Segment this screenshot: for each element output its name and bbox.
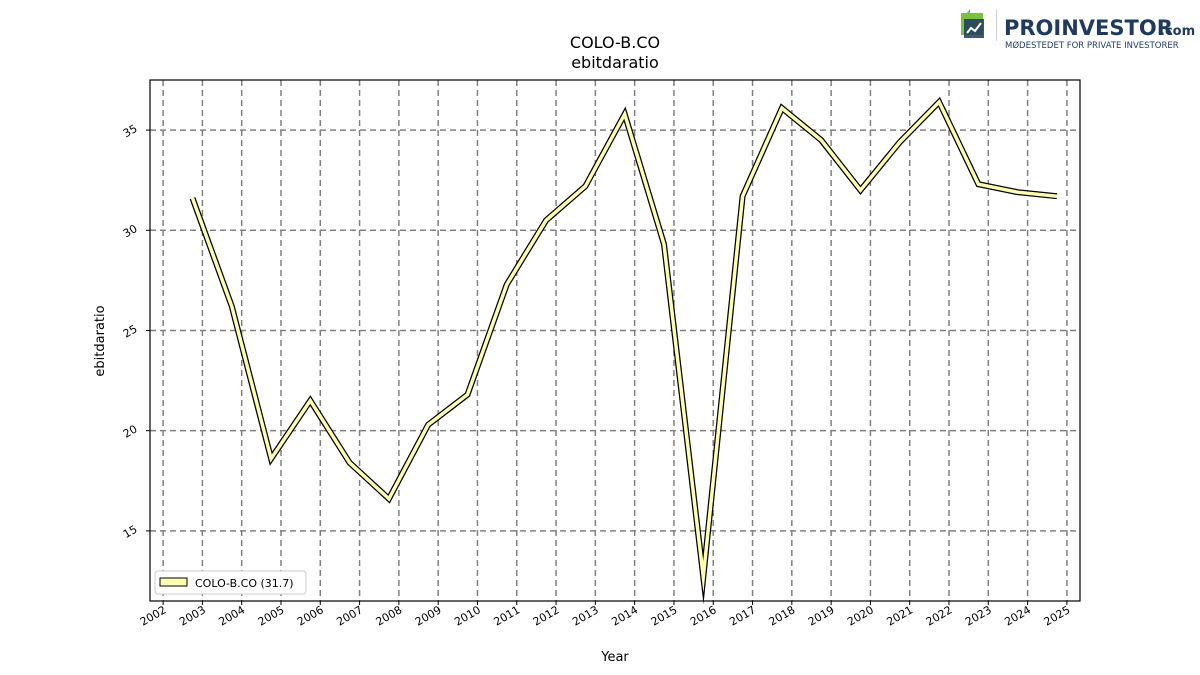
x-tick-label: 2012 <box>531 603 562 628</box>
series-line <box>190 98 1058 593</box>
logo-tagline: MØDESTEDET FOR PRIVATE INVESTORER <box>1005 40 1179 51</box>
x-tick-label: 2018 <box>767 603 798 628</box>
chart-logo-icon <box>961 9 997 41</box>
y-tick-label: 35 <box>121 122 140 140</box>
legend-swatch <box>159 577 188 587</box>
x-tick-label: 2025 <box>1042 603 1073 628</box>
series-lines <box>189 96 1058 605</box>
x-tick-label: 2007 <box>334 603 365 628</box>
x-tick-label: 2009 <box>413 603 444 628</box>
y-tick-label: 15 <box>121 523 140 541</box>
x-tick-label: 2010 <box>452 603 483 628</box>
x-tick-label: 2008 <box>374 603 405 628</box>
x-tick-label: 2003 <box>177 603 208 628</box>
x-tick-label: 2021 <box>884 603 915 628</box>
x-tick-label: 2014 <box>609 603 640 628</box>
x-tick-label: 2022 <box>924 603 955 628</box>
x-tick-label: 2005 <box>256 603 287 628</box>
x-axis-label: Year <box>600 650 629 665</box>
x-tick-label: 2024 <box>1002 603 1033 628</box>
chart-title: COLO-B.CO <box>570 33 660 52</box>
legend-box <box>154 570 307 595</box>
axis-ticks: 2002 2003 2004 2005 2006 2007 2008 2009 2010 2011… <box>121 122 1072 629</box>
x-tick-label: 2006 <box>295 603 326 628</box>
x-tick-label: 2023 <box>963 603 994 628</box>
x-tick-label: 2015 <box>649 603 680 628</box>
x-tick-label: 2019 <box>806 603 837 628</box>
proinvestor-logo[interactable]: PROINVESTOR .com MØDESTEDET FOR PRIVATE … <box>961 9 1195 51</box>
grid <box>150 80 1080 601</box>
series-line-outline <box>189 96 1058 605</box>
x-tick-label: 2020 <box>845 603 876 628</box>
x-tick-label: 2002 <box>138 603 169 628</box>
x-tick-label: 2017 <box>727 603 758 628</box>
x-tick-label: 2016 <box>688 603 719 628</box>
y-tick-label: 30 <box>121 222 140 240</box>
x-tick-label: 2004 <box>216 603 247 628</box>
x-tick-label: 2011 <box>492 603 523 628</box>
y-tick-label: 25 <box>121 322 140 340</box>
chart-subtitle: ebitdaratio <box>571 53 659 72</box>
x-tick-label: 2013 <box>570 603 601 628</box>
y-tick-label: 20 <box>121 423 140 441</box>
legend-entry: COLO-B.CO (31.7) <box>195 577 294 590</box>
logo-name: PROINVESTOR <box>1004 16 1173 40</box>
y-axis-label: ebitdaratio <box>93 305 108 376</box>
legend: COLO-B.CO (31.7) <box>154 570 307 595</box>
plot-frame <box>149 79 1081 602</box>
logo-suffix: .com <box>1160 24 1195 39</box>
